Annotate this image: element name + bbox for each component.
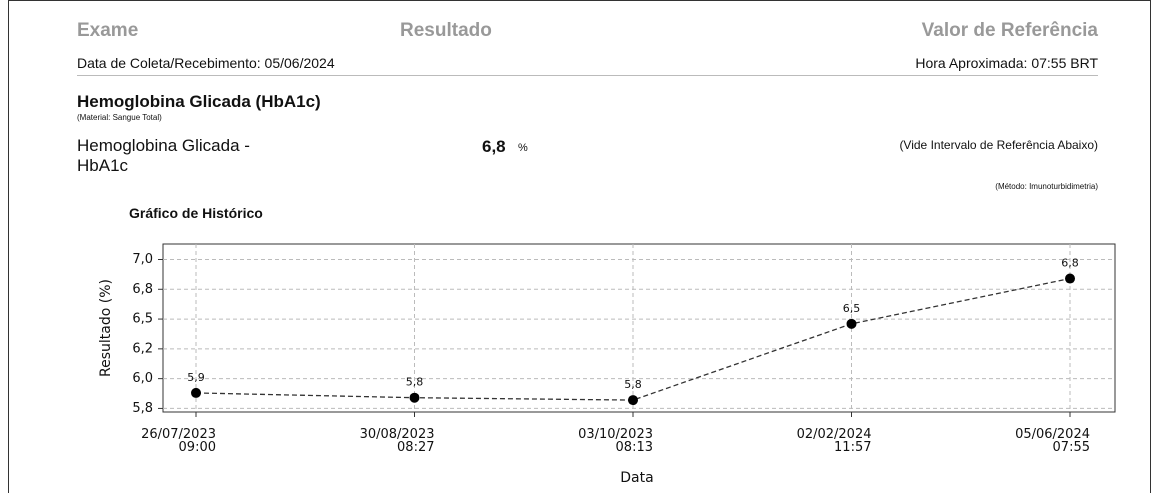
y-axis-label: Resultado (%): [98, 279, 114, 377]
line: [195, 277, 1071, 401]
exam-name: Hemoglobina Glicada - HbA1c: [77, 136, 250, 175]
marker: [191, 387, 201, 398]
plot-frame: [162, 243, 1116, 413]
data-label: 5,8: [624, 378, 642, 391]
y-tick-label: 6,8: [132, 282, 153, 297]
exam-method: (Método: Imunoturbidimetria): [995, 182, 1098, 191]
marker: [409, 392, 420, 403]
exam-material: (Material: Sangue Total): [77, 113, 162, 122]
collection-date: Data de Coleta/Recebimento: 05/06/2024: [77, 55, 335, 71]
x-tick-label: 26/07/2023 09:00: [141, 427, 216, 455]
collection-time: Hora Aproximada: 07:55 BRT: [915, 55, 1098, 71]
exam-value: 6,8: [482, 137, 506, 156]
y-tick-label: 7,0: [132, 252, 153, 267]
data-label: 5,9: [187, 371, 205, 384]
y-tick-label: 6,5: [132, 312, 153, 327]
y-tick-label: 5,8: [132, 401, 153, 416]
x-tick-label: 02/02/2024 11:57: [796, 427, 872, 455]
y-tick-label: 6,2: [132, 341, 153, 356]
divider: [77, 75, 1098, 76]
exam-title: Hemoglobina Glicada (HbA1c): [77, 92, 321, 111]
marker: [846, 318, 857, 329]
frame: [8, 0, 1151, 493]
exam-unit: %: [518, 142, 528, 154]
x-axis-label: Data: [620, 470, 653, 486]
x-tick-label: 03/10/2023 08:13: [578, 427, 653, 455]
column-header: Resultado: [400, 20, 492, 41]
data-label: 6,5: [843, 302, 861, 315]
exam-reference: (Vide Intervalo de Referência Abaixo): [899, 138, 1098, 152]
chart-title: Gráfico de Histórico: [129, 205, 263, 221]
marker: [628, 395, 638, 406]
x-tick-label: 05/06/2024 07:55: [1015, 427, 1090, 455]
x-tick-label: 30/08/2023 08:27: [359, 427, 435, 455]
data-label: 5,8: [406, 376, 424, 389]
y-tick-label: 6,0: [132, 371, 153, 386]
marker: [1065, 273, 1075, 284]
column-header: Exame: [77, 20, 139, 41]
column-header: Valor de Referência: [921, 20, 1098, 41]
data-label: 6,8: [1061, 257, 1079, 270]
